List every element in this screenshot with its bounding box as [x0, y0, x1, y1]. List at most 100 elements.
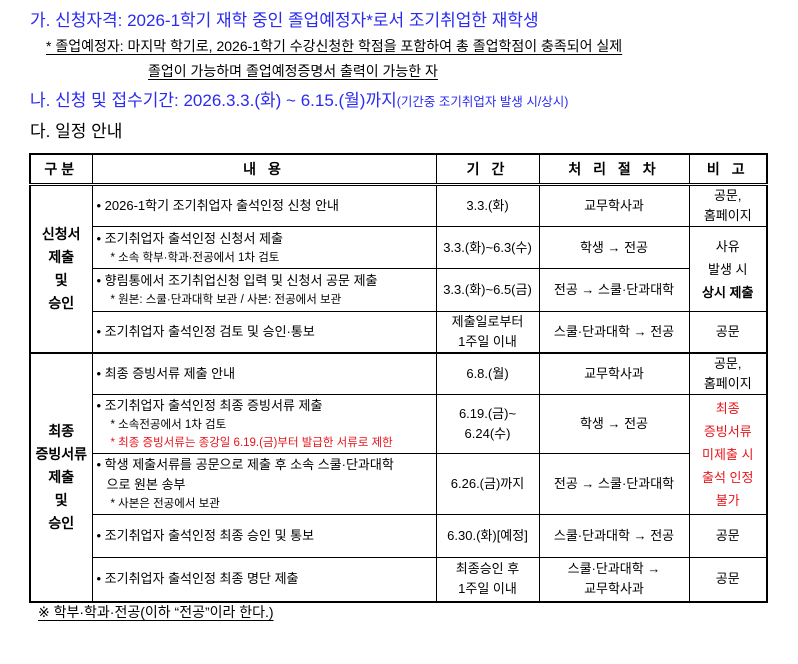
content-cell: • 2026-1학기 조기취업자 출석인정 신청 안내	[91, 184, 437, 227]
process-cell: 전공 → 스쿨·단과대학	[538, 268, 690, 312]
header-process: 처 리 절 차	[538, 153, 690, 186]
content-line: • 조기취업자 출석인정 신청서 제출	[96, 230, 283, 246]
group-label-line: 신청서	[41, 226, 81, 242]
remarks-line: 공문	[715, 324, 740, 339]
table-row: • 조기취업자 출석인정 검토 및 승인·통보 제출일로부터 1주일 이내 스쿨·단과…	[30, 311, 768, 354]
header-category: 구분	[29, 153, 93, 186]
process-cell: 스쿨·단과대학 → 전공	[538, 311, 690, 354]
period-line: 3.3.(화)~6.5(금)	[443, 282, 532, 297]
content-line: * 소속 학부·학과·전공에서 1차 검토	[110, 251, 280, 264]
group-label-line: 최종	[48, 422, 75, 439]
remarks-cell: 공문, 홈페이지	[688, 184, 768, 227]
remarks-line: 미제출 시	[702, 447, 754, 462]
process-line: 학생 → 전공	[579, 239, 649, 255]
content-line: • 조기취업자 출석인정 최종 명단 제출	[96, 571, 299, 587]
eligibility-note-line-1: * 졸업예정자: 마지막 학기로, 2026-1학기 수강신청한 학점을 포함하…	[46, 38, 623, 54]
group-label-line: 및	[54, 272, 68, 288]
remarks-line: 공문	[715, 571, 740, 587]
application-period: 나. 신청 및 접수기간: 2026.3.3.(화) ~ 6.15.(월)까지	[30, 91, 397, 110]
process-cell: 전공 → 스쿨·단과대학	[538, 453, 690, 515]
group-label-line: 제출	[48, 468, 75, 485]
process-line: 교무학사과	[584, 581, 644, 597]
content-line: • 2026-1학기 조기취업자 출석인정 신청 안내	[96, 198, 340, 213]
process-line: 학생 → 전공	[579, 416, 649, 431]
process-line: 전공 → 스쿨·단과대학	[553, 476, 675, 491]
remarks-line: 사유	[715, 238, 740, 254]
remarks-line: 증빙서류	[703, 424, 752, 439]
content-cell: • 조기취업자 출석인정 최종 명단 제출	[91, 557, 437, 602]
period-cell: 3.3.(화)~6.5(금)	[435, 268, 540, 312]
header-content: 내 용	[91, 153, 437, 186]
heading-schedule: 다. 일정 안내	[30, 122, 123, 141]
remarks-line: 홈페이지	[703, 208, 752, 223]
heading-application-period: 나. 신청 및 접수기간: 2026.3.3.(화) ~ 6.15.(월)까지(…	[30, 86, 568, 111]
process-line: 스쿨·단과대학 →	[567, 561, 661, 577]
process-line: 스쿨·단과대학 → 전공	[553, 528, 675, 543]
group-label-line: 승인	[48, 514, 75, 531]
heading-eligibility: 가. 신청자격: 2026-1학기 재학 중인 졸업예정자*로서 조기취업한 재…	[30, 11, 539, 30]
process-line: 전공 → 스쿨·단과대학	[553, 282, 675, 297]
table-row: 신청서 제출 및 승인 • 2026-1학기 조기취업자 출석인정 신청 안내 3.3.(…	[29, 184, 768, 354]
table-row: • 조기취업자 출석인정 최종 승인 및 통보 6.30.(화)[예정] 스쿨·단과…	[30, 514, 768, 558]
remarks-line: 공문,	[713, 188, 742, 203]
process-cell: 교무학사과	[538, 184, 690, 227]
remarks-line: 출석 인정	[702, 470, 754, 485]
table-row: • 조기취업자 출석인정 최종 명단 제출 최종승인 후 1주일 이내 스쿨·단과대학…	[30, 557, 768, 602]
remarks-cell: 공문	[688, 311, 768, 354]
group-label-line: 증빙서류	[35, 445, 88, 462]
period-line: 6.19.(금)~	[458, 406, 517, 421]
remarks-line: 불가	[715, 493, 740, 508]
table-row: • 향림통에서 조기취업신청 입력 및 신청서 공문 제출 * 원본: 스쿨·단과…	[30, 268, 767, 312]
process-cell: 스쿨·단과대학 → 교무학사과	[538, 557, 690, 602]
header-remarks: 비 고	[688, 153, 768, 186]
eligibility-note-line-2: 졸업이 가능하며 졸업예정증명서 출력이 가능한 자	[148, 63, 438, 79]
group-label-line: 제출	[48, 249, 75, 265]
process-cell: 학생 → 전공	[538, 226, 690, 269]
period-line: 1주일 이내	[458, 334, 517, 349]
remarks-line: 발생 시	[708, 261, 748, 277]
period-cell: 6.26.(금)까지	[435, 453, 540, 515]
process-cell: 교무학사과	[538, 352, 690, 395]
period-line: 1주일 이내	[458, 581, 517, 597]
content-cell: • 조기취업자 출석인정 최종 승인 및 통보	[91, 514, 437, 558]
remarks-line: 공문,	[713, 356, 742, 371]
footer-note: ※ 학부·학과·전공(이하 “전공”이라 한다.)	[38, 604, 274, 620]
remarks-cell: 공문	[688, 514, 768, 558]
header-period: 기 간	[435, 153, 540, 186]
content-line: * 사본은 전공에서 보관	[110, 498, 220, 510]
table-row: • 조기취업자 출석인정 신청서 제출 * 소속 학부·학과·전공에서 1차 검토…	[30, 226, 768, 312]
content-cell: • 학생 제출서류를 공문으로 제출 후 소속 스쿨·단과대학 으로 원본 송부…	[91, 453, 437, 515]
process-line: 교무학사과	[584, 198, 644, 213]
remarks-line: 최종	[715, 401, 740, 416]
remarks-line: 홈페이지	[703, 376, 752, 391]
group-label: 최종 증빙서류 제출 및 승인	[29, 352, 93, 602]
process-cell: 스쿨·단과대학 → 전공	[538, 514, 690, 558]
period-cell: 제출일로부터 1주일 이내	[435, 311, 540, 354]
content-line: 으로 원본 송부	[106, 477, 186, 492]
content-line: • 조기취업자 출석인정 최종 승인 및 통보	[96, 528, 315, 543]
remarks-cell: 공문, 홈페이지	[688, 352, 768, 395]
content-cell: • 조기취업자 출석인정 최종 증빙서류 제출 * 소속전공에서 1차 검토 * 최…	[91, 394, 437, 454]
process-cell: 학생 → 전공	[538, 394, 690, 454]
period-line: 3.3.(화)~6.3(수)	[443, 239, 532, 255]
table-row: 최종 증빙서류 제출 및 승인 • 최종 증빙서류 제출 안내 6.8.(월) 교무학사과 공문…	[29, 352, 768, 602]
content-line: • 최종 증빙서류 제출 안내	[96, 366, 236, 381]
content-line: • 조기취업자 출석인정 검토 및 승인·통보	[96, 324, 315, 339]
group-label-line: 승인	[48, 295, 75, 311]
content-line: • 학생 제출서류를 공문으로 제출 후 소속 스쿨·단과대학	[96, 457, 394, 472]
content-cell: • 조기취업자 출석인정 신청서 제출 * 소속 학부·학과·전공에서 1차 검토	[91, 226, 437, 269]
period-line: 최종승인 후	[455, 561, 520, 577]
period-cell: 3.3.(화)~6.3(수)	[435, 226, 540, 269]
remarks-line: 상시 제출	[702, 284, 754, 300]
period-line: 3.3.(화)	[466, 198, 509, 213]
table-row: • 조기취업자 출석인정 최종 증빙서류 제출 * 소속전공에서 1차 검토 * 최…	[30, 394, 768, 515]
remarks-cell: 공문	[688, 557, 768, 602]
period-line: 6.30.(화)[예정]	[447, 528, 528, 543]
period-line: 6.24(수)	[464, 426, 511, 441]
period-cell: 6.19.(금)~ 6.24(수)	[435, 394, 540, 454]
